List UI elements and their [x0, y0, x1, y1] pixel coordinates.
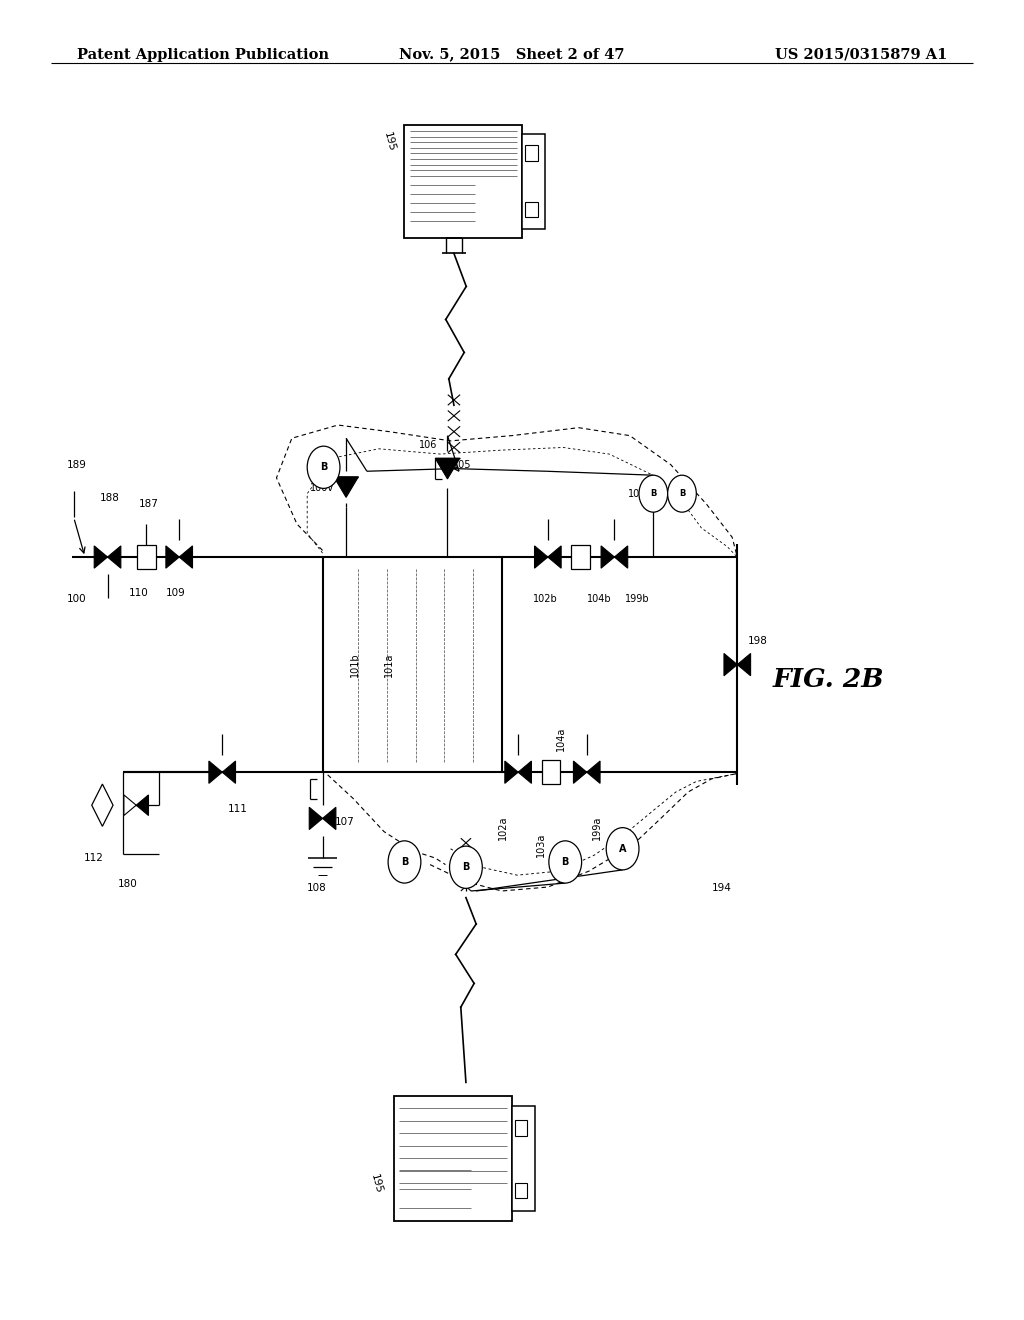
Polygon shape: [334, 477, 358, 498]
Bar: [522, 135, 545, 228]
Circle shape: [549, 841, 582, 883]
Text: 198: 198: [748, 636, 767, 645]
Text: B: B: [319, 462, 328, 473]
Bar: [571, 545, 590, 569]
Polygon shape: [737, 653, 751, 676]
Polygon shape: [323, 808, 336, 829]
Circle shape: [450, 846, 482, 888]
Text: 100v: 100v: [310, 483, 335, 494]
Text: 112: 112: [84, 853, 103, 863]
Polygon shape: [136, 795, 148, 816]
Text: 110: 110: [128, 587, 148, 598]
Text: 187: 187: [139, 499, 159, 510]
Circle shape: [606, 828, 639, 870]
Text: FIG. 2B: FIG. 2B: [773, 668, 885, 692]
Bar: [404, 125, 522, 238]
Polygon shape: [573, 762, 587, 783]
Text: 195: 195: [382, 131, 396, 153]
Text: B: B: [462, 862, 470, 873]
Polygon shape: [92, 784, 113, 826]
Text: 109: 109: [166, 587, 186, 598]
Text: 102b: 102b: [534, 594, 558, 605]
Polygon shape: [535, 546, 548, 568]
Text: 102a: 102a: [498, 816, 508, 840]
Text: 105: 105: [453, 459, 471, 470]
Polygon shape: [166, 546, 179, 568]
Polygon shape: [587, 762, 600, 783]
Text: 180: 180: [118, 879, 137, 890]
Polygon shape: [548, 546, 561, 568]
Text: B: B: [679, 490, 685, 498]
Text: US 2015/0315879 A1: US 2015/0315879 A1: [775, 48, 947, 62]
Text: Nov. 5, 2015   Sheet 2 of 47: Nov. 5, 2015 Sheet 2 of 47: [399, 48, 625, 62]
Circle shape: [668, 475, 696, 512]
Text: 104b: 104b: [587, 594, 611, 605]
Bar: [137, 545, 156, 569]
Text: 100: 100: [67, 594, 86, 605]
Text: 194: 194: [712, 883, 731, 894]
Polygon shape: [518, 762, 531, 783]
Polygon shape: [179, 546, 193, 568]
Polygon shape: [309, 808, 323, 829]
Polygon shape: [124, 795, 136, 816]
Bar: [323, 557, 502, 772]
Bar: [525, 145, 538, 161]
Text: 188: 188: [99, 492, 119, 503]
Bar: [525, 202, 538, 218]
Polygon shape: [724, 653, 737, 676]
Text: 104a: 104a: [556, 727, 566, 751]
Bar: [394, 1096, 512, 1221]
Text: 101b: 101b: [350, 652, 360, 677]
Text: 199a: 199a: [592, 816, 602, 840]
Polygon shape: [601, 546, 614, 568]
Bar: [515, 1183, 527, 1199]
Text: 107: 107: [335, 817, 354, 828]
Text: 195: 195: [369, 1172, 383, 1195]
Text: B: B: [400, 857, 409, 867]
Polygon shape: [435, 458, 460, 479]
Text: 101a: 101a: [384, 652, 394, 677]
Bar: [512, 1106, 535, 1210]
Polygon shape: [209, 762, 222, 783]
Text: 189: 189: [67, 459, 86, 470]
Polygon shape: [505, 762, 518, 783]
Text: 103a: 103a: [536, 833, 546, 857]
Polygon shape: [108, 546, 121, 568]
Text: 106: 106: [419, 440, 437, 450]
Polygon shape: [94, 546, 108, 568]
Text: B: B: [561, 857, 569, 867]
Text: Patent Application Publication: Patent Application Publication: [77, 48, 329, 62]
Text: 111: 111: [227, 804, 247, 814]
Text: 103b: 103b: [628, 488, 652, 499]
Bar: [542, 760, 560, 784]
Text: A: A: [618, 843, 627, 854]
Text: B: B: [650, 490, 656, 498]
Polygon shape: [222, 762, 236, 783]
Bar: [515, 1119, 527, 1135]
Circle shape: [307, 446, 340, 488]
Circle shape: [639, 475, 668, 512]
Circle shape: [388, 841, 421, 883]
Polygon shape: [614, 546, 628, 568]
Text: 108: 108: [307, 883, 327, 894]
Text: 199b: 199b: [625, 594, 649, 605]
